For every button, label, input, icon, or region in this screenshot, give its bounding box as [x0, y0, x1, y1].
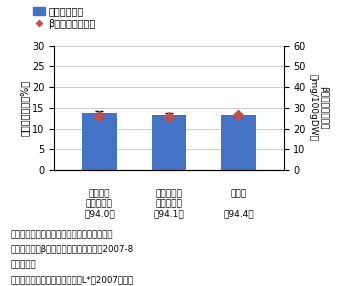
- Text: 丸いも区
（子いも）
（94.0）: 丸いも区 （子いも） （94.0）: [84, 189, 115, 219]
- Text: 切断いも区
（子いも）
（94.1）: 切断いも区 （子いも） （94.1）: [154, 189, 184, 219]
- Text: 括弧内の数字はでん粉白度（L*、2007年度）: 括弧内の数字はでん粉白度（L*、2007年度）: [10, 275, 134, 284]
- Text: 挿苗区

（94.4）: 挿苗区 （94.4）: [223, 189, 254, 219]
- Legend: でん粉歩留り, β－カロテン含量: でん粉歩留り, β－カロテン含量: [33, 6, 96, 29]
- Y-axis label: β－カロテン含量
（mg/100gDW）: β－カロテン含量 （mg/100gDW）: [308, 74, 328, 142]
- Text: 年度）: 年度）: [10, 260, 36, 269]
- Bar: [82, 113, 117, 170]
- Bar: [221, 116, 256, 170]
- Y-axis label: でん粉歩留り（%）: でん粉歩留り（%）: [19, 80, 29, 136]
- Text: 図３　直播あるいは挿苗栽培におけるでん粉: 図３ 直播あるいは挿苗栽培におけるでん粉: [10, 230, 113, 239]
- Text: 歩留りとβ－カロテン含量の比較（2007-8: 歩留りとβ－カロテン含量の比較（2007-8: [10, 245, 134, 254]
- Bar: [152, 115, 186, 170]
